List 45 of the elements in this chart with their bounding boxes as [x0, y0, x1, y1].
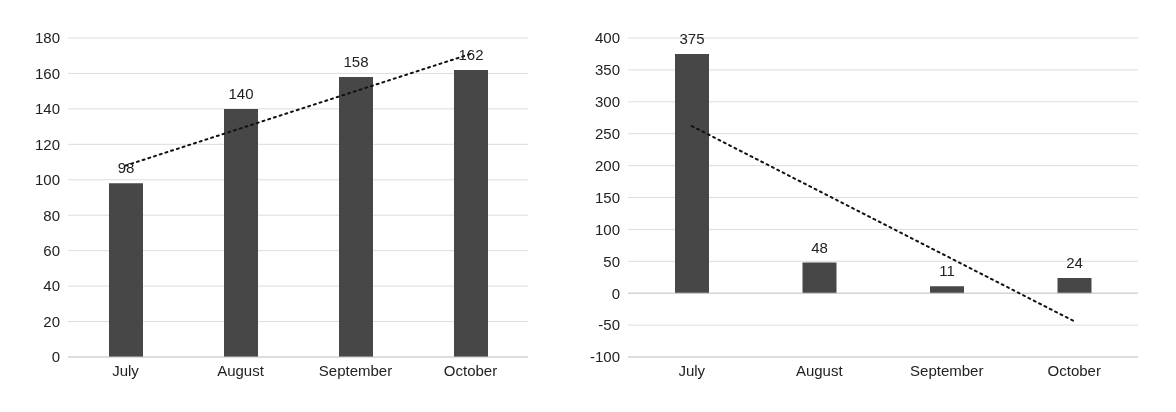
y-tick-label: 350: [594, 61, 620, 79]
data-label: 140: [228, 84, 254, 102]
data-label: 158: [343, 52, 369, 70]
bar: [1057, 277, 1092, 294]
bar: [224, 108, 258, 357]
bar: [675, 53, 709, 294]
y-tick-label: 40: [43, 277, 60, 295]
y-tick-label: 80: [43, 206, 60, 224]
y-tick-label: 50: [603, 252, 620, 270]
data-label: 11: [939, 262, 955, 280]
data-label: 98: [117, 159, 135, 177]
bar: [339, 76, 373, 357]
y-tick-label: 150: [594, 188, 620, 206]
y-tick-label: 100: [594, 220, 620, 238]
x-tick-label: August: [217, 361, 265, 379]
x-tick-label: July: [678, 361, 706, 379]
x-tick-label: September: [318, 361, 393, 379]
y-tick-label: 250: [594, 125, 620, 143]
y-tick-label: 0: [51, 348, 60, 366]
x-tick-label: October: [443, 361, 498, 379]
bar: [802, 262, 837, 294]
y-tick-label: 140: [34, 100, 60, 118]
data-label: 24: [1066, 253, 1083, 271]
bar: [454, 69, 488, 357]
y-tick-label: 160: [34, 64, 60, 82]
y-tick-label: 300: [594, 93, 620, 111]
x-tick-label: September: [910, 361, 984, 379]
y-tick-label: 400: [594, 29, 620, 47]
y-tick-label: -50: [598, 316, 620, 334]
data-label: 162: [458, 45, 484, 63]
y-tick-label: 60: [43, 241, 60, 259]
y-tick-label: -100: [589, 348, 620, 366]
y-tick-label: 20: [43, 312, 60, 330]
y-tick-label: 180: [34, 29, 60, 47]
data-label: 48: [811, 238, 828, 256]
y-tick-label: 120: [34, 135, 60, 153]
x-tick-label: August: [795, 361, 844, 379]
y-tick-label: 200: [594, 156, 620, 174]
bar: [930, 286, 964, 294]
x-tick-label: July: [112, 361, 140, 379]
data-label: 375: [679, 29, 705, 47]
bar: [109, 183, 143, 357]
y-tick-label: 100: [34, 171, 60, 189]
x-tick-label: October: [1047, 361, 1101, 379]
y-tick-label: 0: [611, 284, 620, 302]
